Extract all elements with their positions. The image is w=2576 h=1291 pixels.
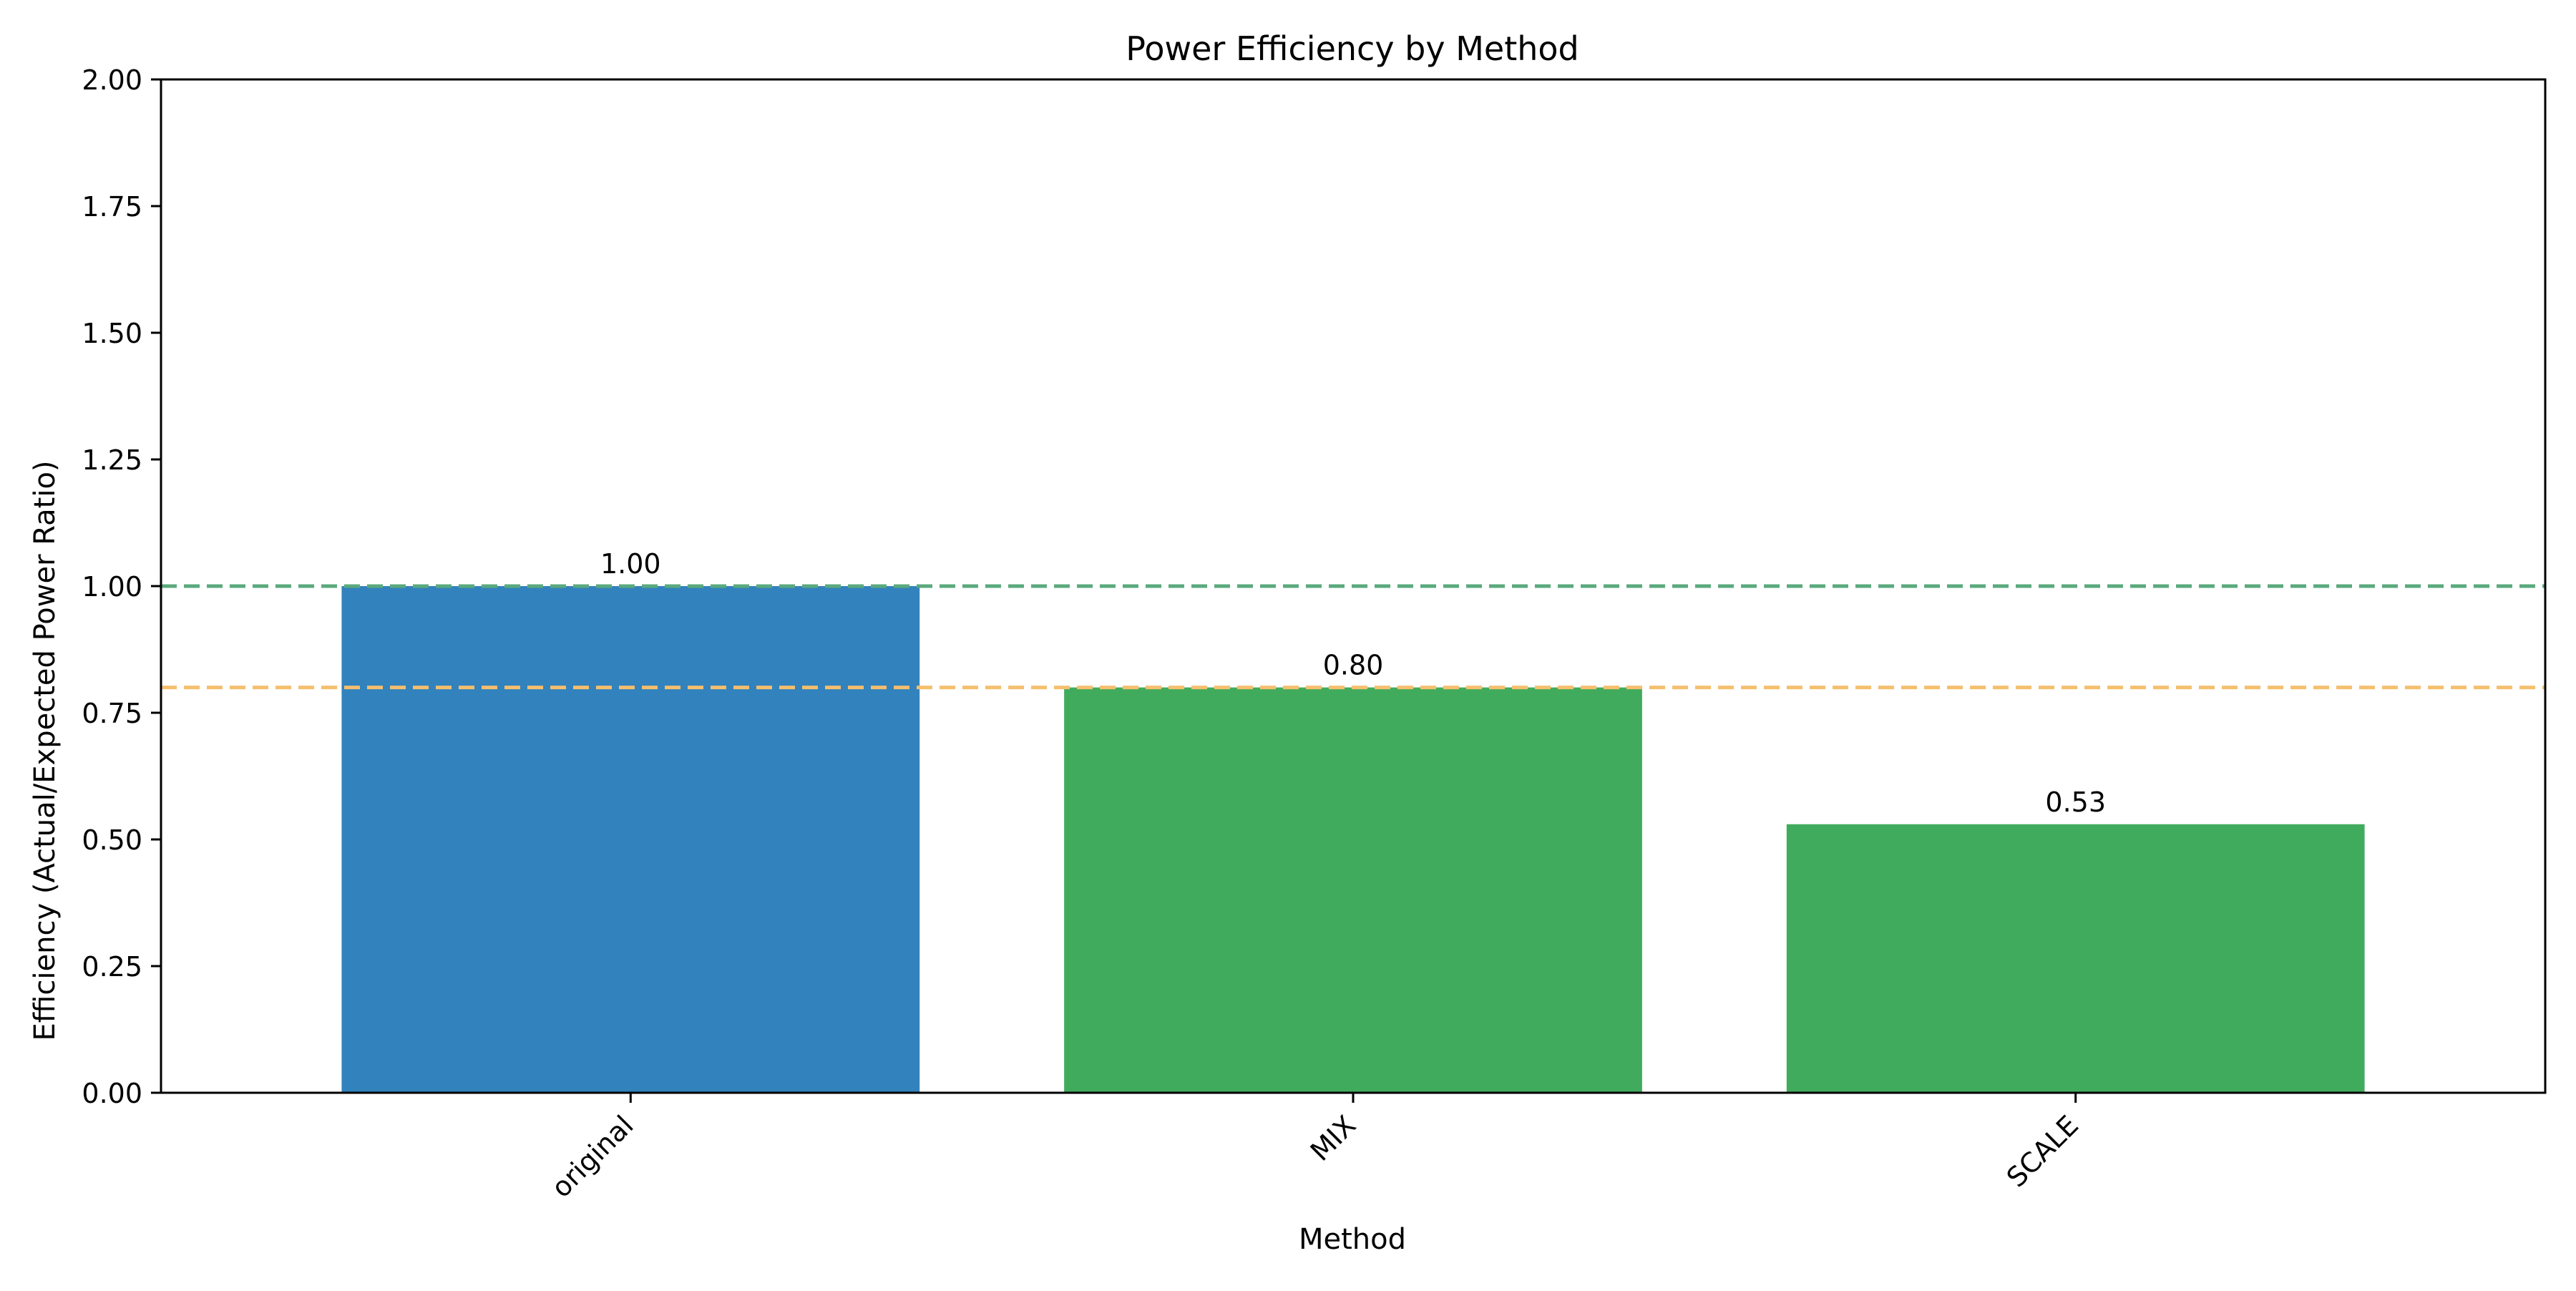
bars-layer <box>341 586 2365 1093</box>
x-axis: original MIX SCALE <box>545 1093 2084 1204</box>
data-label-mix: 0.80 <box>1323 650 1384 681</box>
data-label-scale: 0.53 <box>2045 786 2106 818</box>
y-tick-label: 1.50 <box>82 318 142 349</box>
y-tick-label: 1.25 <box>82 444 142 476</box>
data-label-original: 1.00 <box>600 548 661 580</box>
y-tick-label: 0.50 <box>82 824 142 856</box>
y-tick-label: 0.75 <box>82 698 142 729</box>
y-axis-label: Efficiency (Actual/Expected Power Ratio) <box>29 460 62 1041</box>
chart-title: Power Efficiency by Method <box>1126 29 1579 68</box>
y-tick-label: 2.00 <box>82 64 142 96</box>
bar-original <box>341 586 920 1093</box>
y-tick-label: 1.75 <box>82 191 142 223</box>
data-labels-layer: 1.00 0.80 0.53 <box>600 548 2106 818</box>
y-tick-label: 0.00 <box>82 1078 142 1109</box>
y-axis: 0.00 0.25 0.50 0.75 1.00 1.25 1.50 1.75 2.00 <box>82 64 161 1109</box>
plot-frame <box>160 78 2547 1094</box>
y-tick-label: 0.25 <box>82 951 142 983</box>
x-tick-label-mix: MIX <box>1304 1109 1362 1167</box>
y-tick-label: 1.00 <box>82 571 142 603</box>
x-tick-label-scale: SCALE <box>2001 1109 2084 1193</box>
x-axis-label: Method <box>1299 1223 1406 1256</box>
x-tick-label-original: original <box>545 1109 640 1204</box>
reference-lines-layer <box>161 584 2545 690</box>
bar-scale <box>1786 824 2365 1093</box>
bar-mix <box>1064 687 1642 1093</box>
